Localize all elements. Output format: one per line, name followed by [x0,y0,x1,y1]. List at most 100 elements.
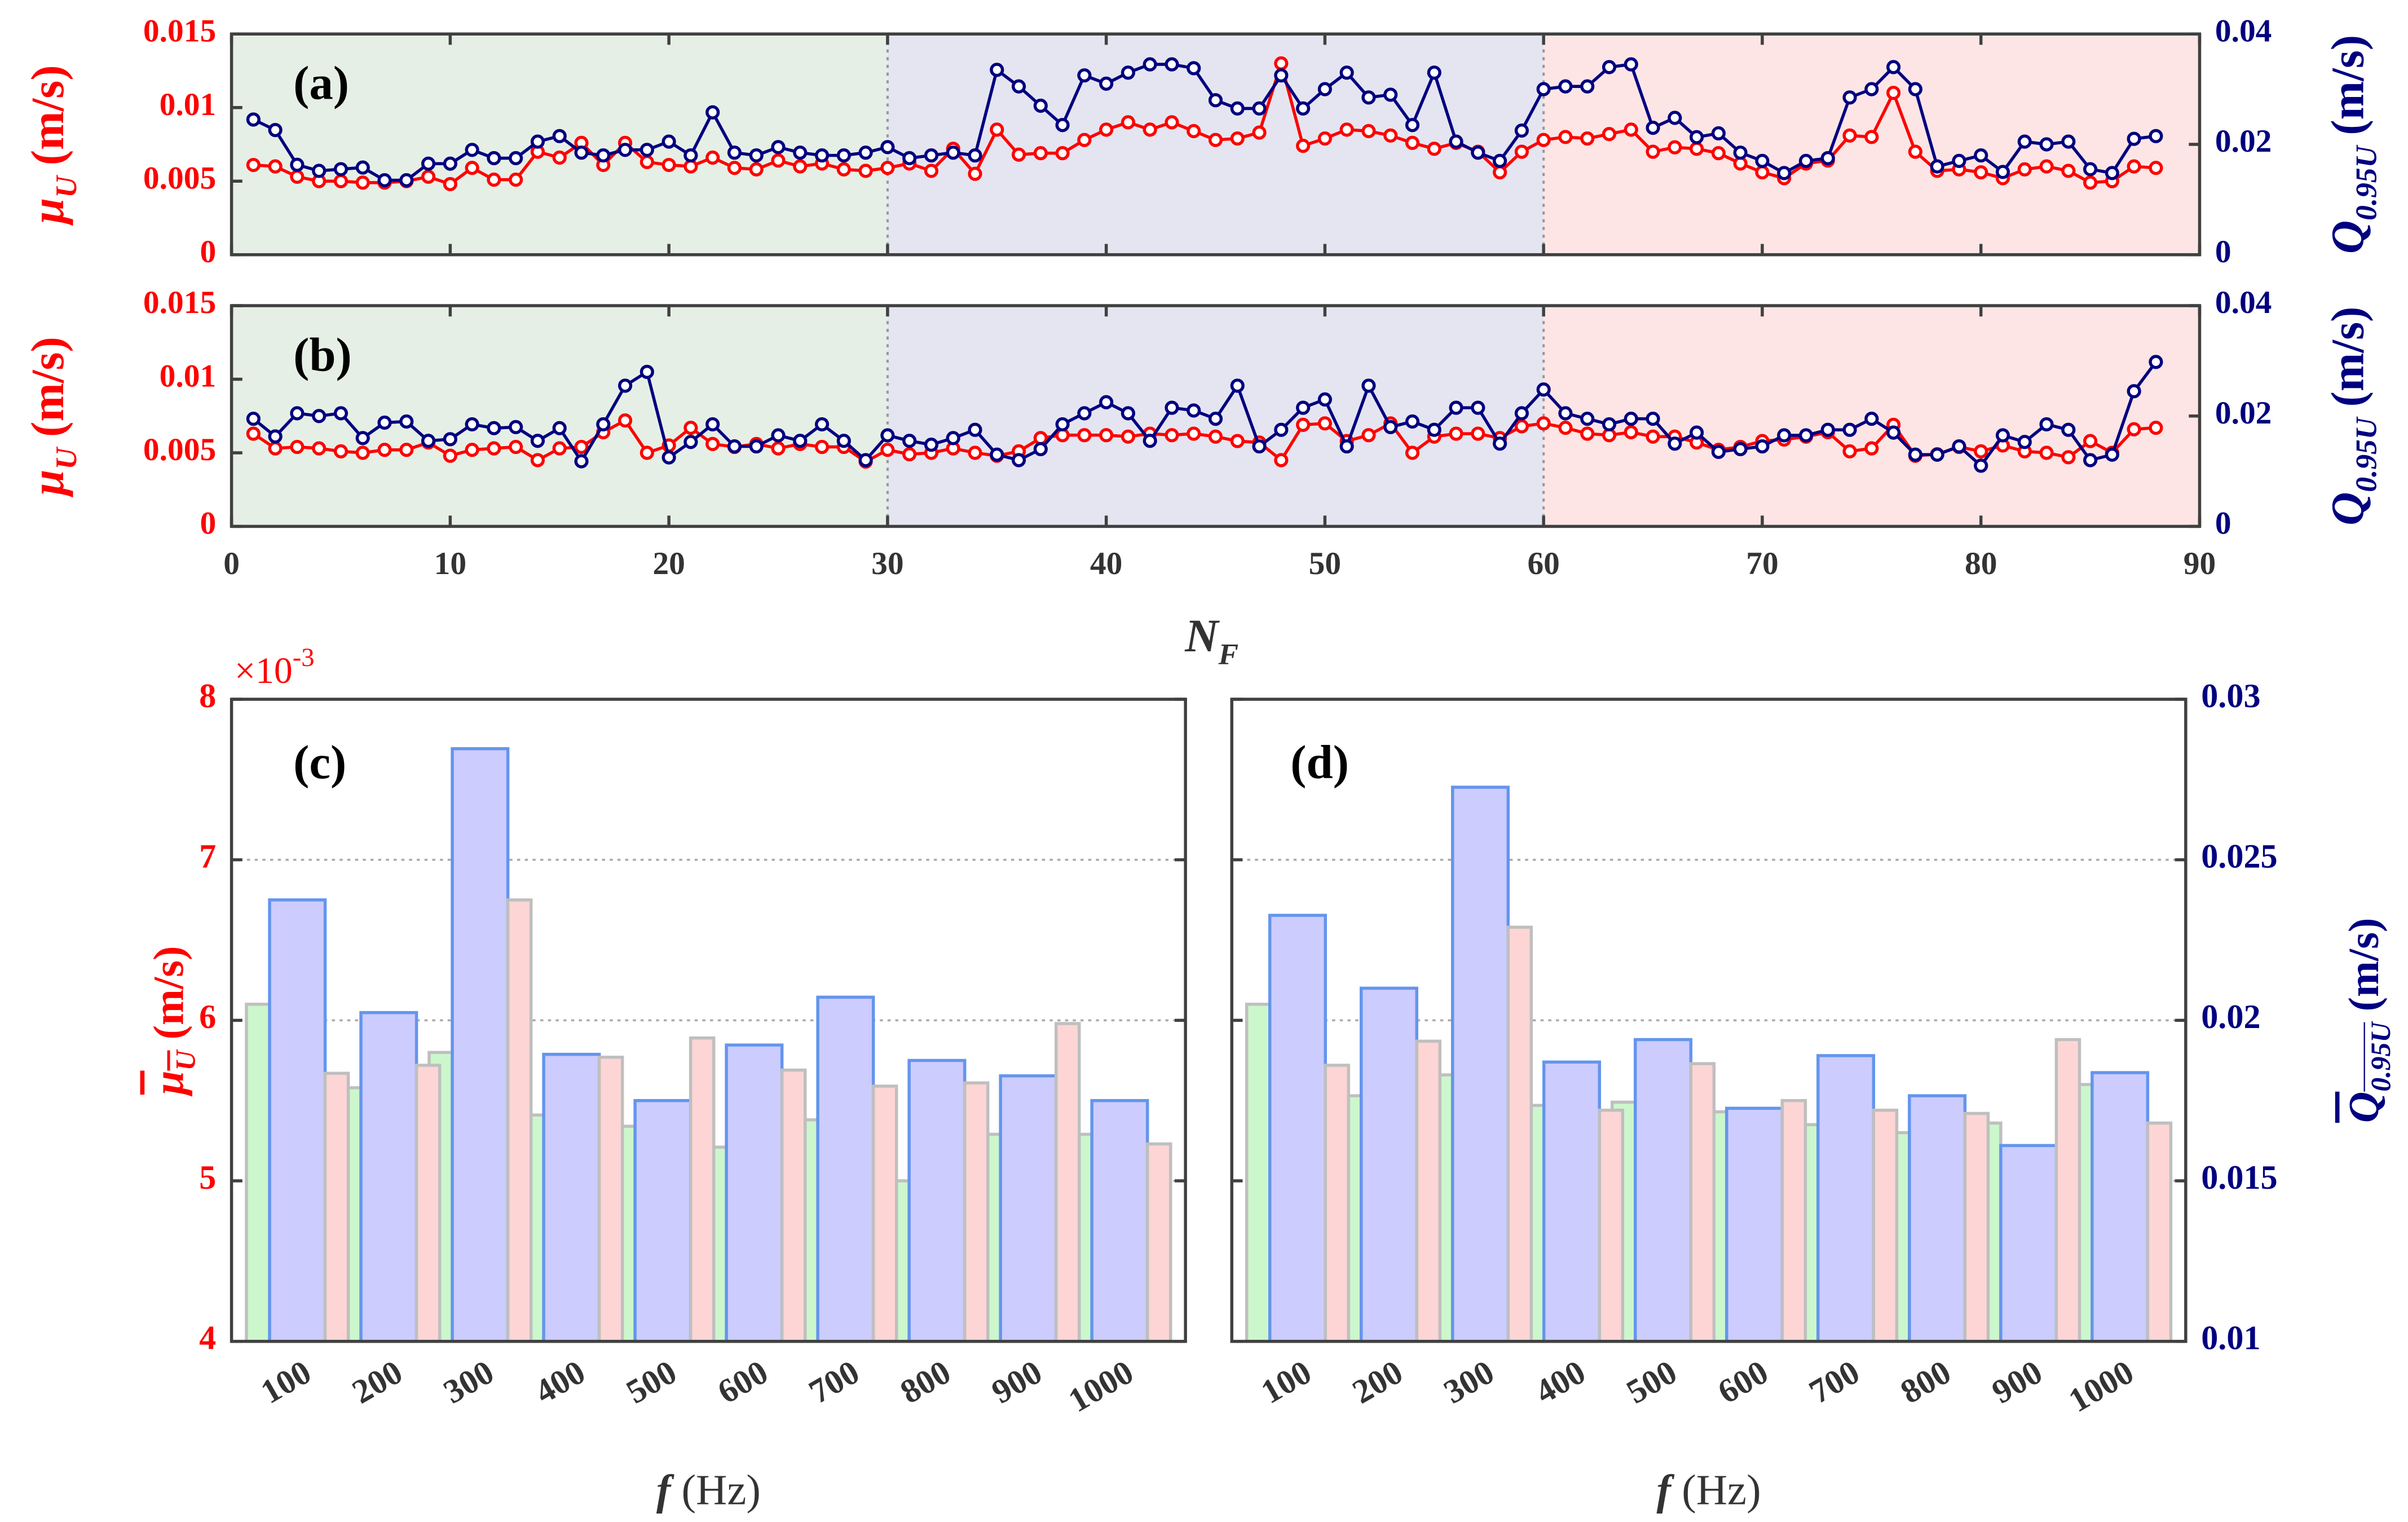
point [705,436,720,451]
label-subscript: F [1218,637,1239,671]
bar [542,1052,601,1343]
point [749,148,764,163]
point [2039,137,2054,152]
x-tick-label: 60 [1527,546,1559,581]
point [246,157,261,173]
point [1471,145,1485,160]
y-tick-label: 0 [200,234,216,270]
point [1624,412,1638,426]
point [1361,428,1376,443]
y2-axis-label: Q0.95U (m/s) [2339,918,2396,1123]
point [2149,161,2163,175]
y2-tick-label: 0.015 [2201,1159,2277,1197]
point [771,441,786,456]
point [1077,406,1092,421]
point [1995,165,2010,179]
point [618,378,633,393]
point [1033,98,1048,113]
point [290,157,305,172]
bar [1506,925,1533,1343]
point [858,145,873,160]
bar [323,1071,350,1343]
bar [1963,1111,1990,1343]
point [2083,453,2098,467]
point [1274,422,1289,437]
point [618,143,633,157]
point [1405,118,1420,133]
point [552,441,567,456]
x-tick-label: 50 [1309,546,1341,581]
x-tick-label: 600 [711,1353,774,1411]
point [793,434,808,448]
panel-label: (d) [1290,736,1349,789]
point [312,409,327,423]
point [246,412,261,426]
point [946,145,960,160]
x-tick-label: 300 [1437,1353,1501,1411]
x-tick-label: 1000 [1062,1353,1140,1419]
point [355,431,370,445]
point [1121,65,1136,80]
x-tick-label: 10 [434,546,466,581]
y-tick-label: 0.015 [143,285,216,320]
bar [780,1068,807,1343]
point [377,173,392,188]
point [1187,61,1201,76]
point [705,105,720,120]
point [1208,412,1223,426]
label-unit: (m/s) [2322,35,2373,135]
label-symbol: Q [2322,492,2373,526]
y2-tick-label: 0.02 [2215,123,2272,159]
point [793,145,808,160]
point [2149,129,2163,143]
x-tick-label: 100 [1255,1353,1318,1411]
point [1187,403,1201,418]
point [1820,422,1835,437]
point [1099,122,1114,137]
label-unit: (Hz) [1682,1466,1761,1514]
point [487,421,501,435]
label-subscript: 0.95U [2349,416,2383,492]
point [1493,153,1507,168]
point [1864,412,1879,426]
point [1055,417,1070,432]
bar [725,1043,784,1343]
series-line [253,63,2156,182]
point [1274,68,1289,83]
point [640,143,654,157]
point [1252,439,1267,454]
point [596,148,611,163]
point [1908,82,1922,96]
point [355,175,370,190]
y-tick-label: 0.005 [143,160,216,196]
point [1121,115,1136,130]
point [1777,166,1792,180]
point [1230,101,1245,116]
point [1777,428,1792,443]
point [312,164,327,178]
label-symbol: Q [2339,1092,2387,1123]
point [683,159,698,174]
label-unit: (m/s) [2322,307,2373,407]
point [1755,165,1770,180]
point [552,129,567,143]
point [1296,139,1311,153]
bar [1872,1109,1899,1343]
point [1624,122,1638,137]
x-tick-label: 900 [986,1353,1049,1411]
point [1668,111,1682,125]
point [749,162,764,177]
point [683,421,698,435]
x-tick-label: 800 [894,1353,957,1411]
point [377,415,392,430]
point [1361,123,1376,139]
point [1317,392,1333,407]
point [2105,166,2119,180]
point [1864,82,1879,96]
point [355,160,370,175]
point [312,441,327,456]
point [1842,422,1857,437]
bar [1451,786,1510,1343]
point [1798,428,1814,443]
point [683,435,698,449]
